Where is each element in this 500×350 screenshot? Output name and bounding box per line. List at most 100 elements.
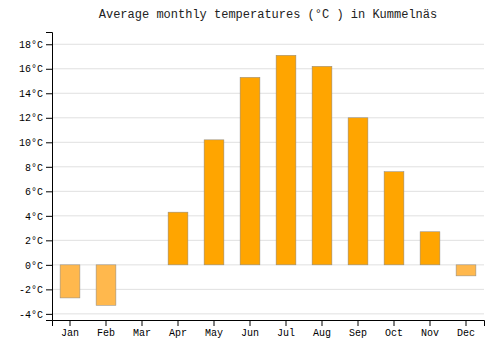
grid-line: [52, 313, 484, 314]
tick: Aug: [313, 320, 331, 339]
tick-label: 2°C: [25, 236, 43, 247]
tick: 12°C: [19, 113, 52, 124]
tick-label: Apr: [169, 328, 187, 339]
tick: Nov: [421, 320, 439, 339]
tick-mark: [46, 240, 52, 241]
tick: -4°C: [19, 310, 52, 321]
grid: [52, 44, 484, 314]
tick-mark: [46, 44, 52, 45]
tick: Jun: [241, 320, 259, 339]
tick-mark: [46, 191, 52, 192]
bar: [60, 265, 80, 298]
tick: 8°C: [25, 163, 52, 174]
bar: [168, 212, 188, 265]
tick-mark: [46, 314, 52, 315]
tick-mark: [322, 320, 323, 326]
bar: [420, 232, 440, 265]
tick: 10°C: [19, 138, 52, 149]
tick-mark: [46, 69, 52, 70]
tick-label: Oct: [385, 328, 403, 339]
tick: Mar: [133, 320, 151, 339]
bar: [204, 140, 224, 265]
bars: [60, 55, 476, 305]
bar: [456, 265, 476, 276]
tick-mark: [46, 216, 52, 217]
y-axis: -4°C -2°C 0°C 2°C 4°C 6°C 8°C 10°C 12°C 14°C 16°C 1…: [19, 33, 53, 321]
bar: [96, 265, 116, 305]
x-axis: Jan Feb Mar Apr May Jun Jul Aug Sep Oct Nov Dec: [53, 320, 485, 339]
grid-line: [52, 191, 484, 192]
tick: 2°C: [25, 236, 52, 247]
tick-mark: [46, 289, 52, 290]
tick: 16°C: [19, 64, 52, 75]
tick: Jan: [61, 320, 79, 339]
tick-mark: [430, 320, 431, 326]
tick-label: 10°C: [19, 138, 43, 149]
tick-mark: [46, 142, 52, 143]
tick: Feb: [97, 320, 115, 339]
tick-label: Jan: [61, 328, 79, 339]
grid-line: [52, 215, 484, 216]
tick-mark: [178, 320, 179, 326]
tick-mark: [286, 320, 287, 326]
tick-label: 16°C: [19, 64, 43, 75]
grid-line: [52, 117, 484, 118]
bar: [240, 77, 260, 265]
grid-line: [52, 264, 484, 265]
bar: [132, 264, 152, 265]
tick-label: 6°C: [25, 187, 43, 198]
tick-label: 14°C: [19, 89, 43, 100]
tick-label: 0°C: [25, 261, 43, 272]
tick-label: Jun: [241, 328, 259, 339]
bar: [276, 55, 296, 265]
tick: -2°C: [19, 285, 52, 296]
title: Average monthly temperatures (°C ) in Ku…: [99, 8, 437, 22]
tick-mark: [46, 265, 52, 266]
tick-label: 18°C: [19, 40, 43, 51]
grid-line: [52, 289, 484, 290]
tick-mark: [358, 320, 359, 326]
tick: 6°C: [25, 187, 52, 198]
tick: 0°C: [25, 261, 52, 272]
tick-label: 12°C: [19, 113, 43, 124]
tick-label: Sep: [349, 328, 367, 339]
grid-line: [52, 240, 484, 241]
tick-mark: [394, 320, 395, 326]
tick: 18°C: [19, 40, 52, 51]
tick: Dec: [457, 320, 475, 339]
tick-mark: [142, 320, 143, 326]
tick-label: Mar: [133, 328, 151, 339]
tick-label: -4°C: [19, 310, 43, 321]
tick: Oct: [385, 320, 403, 339]
tick-mark: [214, 320, 215, 326]
tick-mark: [46, 167, 52, 168]
tick: 14°C: [19, 89, 52, 100]
tick-mark: [46, 118, 52, 119]
tick-label: Dec: [457, 328, 475, 339]
tick: Sep: [349, 320, 367, 339]
tick-label: May: [205, 328, 223, 339]
grid-line: [52, 93, 484, 94]
axis-line: [46, 33, 53, 321]
tick-label: Feb: [97, 328, 115, 339]
grid-line: [52, 166, 484, 167]
tick-mark: [70, 320, 71, 326]
chart: -4°C -2°C 0°C 2°C 4°C 6°C 8°C 10°C 12°C 14°C 16°C 1…: [0, 0, 500, 350]
tick: May: [205, 320, 223, 339]
grid-line: [52, 44, 484, 45]
tick-mark: [466, 320, 467, 326]
axis-line: [53, 321, 485, 327]
tick-label: Aug: [313, 328, 331, 339]
plot: -4°C -2°C 0°C 2°C 4°C 6°C 8°C 10°C 12°C 14°C 16°C 1…: [19, 33, 485, 340]
tick-label: Nov: [421, 328, 439, 339]
tick: Jul: [277, 320, 295, 339]
grid-line: [52, 68, 484, 69]
bar: [312, 66, 332, 265]
tick: Apr: [169, 320, 187, 339]
bar: [384, 172, 404, 265]
tick-label: Jul: [277, 328, 295, 339]
bar: [348, 118, 368, 265]
tick-mark: [106, 320, 107, 326]
tick: 4°C: [25, 212, 52, 223]
tick-mark: [46, 93, 52, 94]
